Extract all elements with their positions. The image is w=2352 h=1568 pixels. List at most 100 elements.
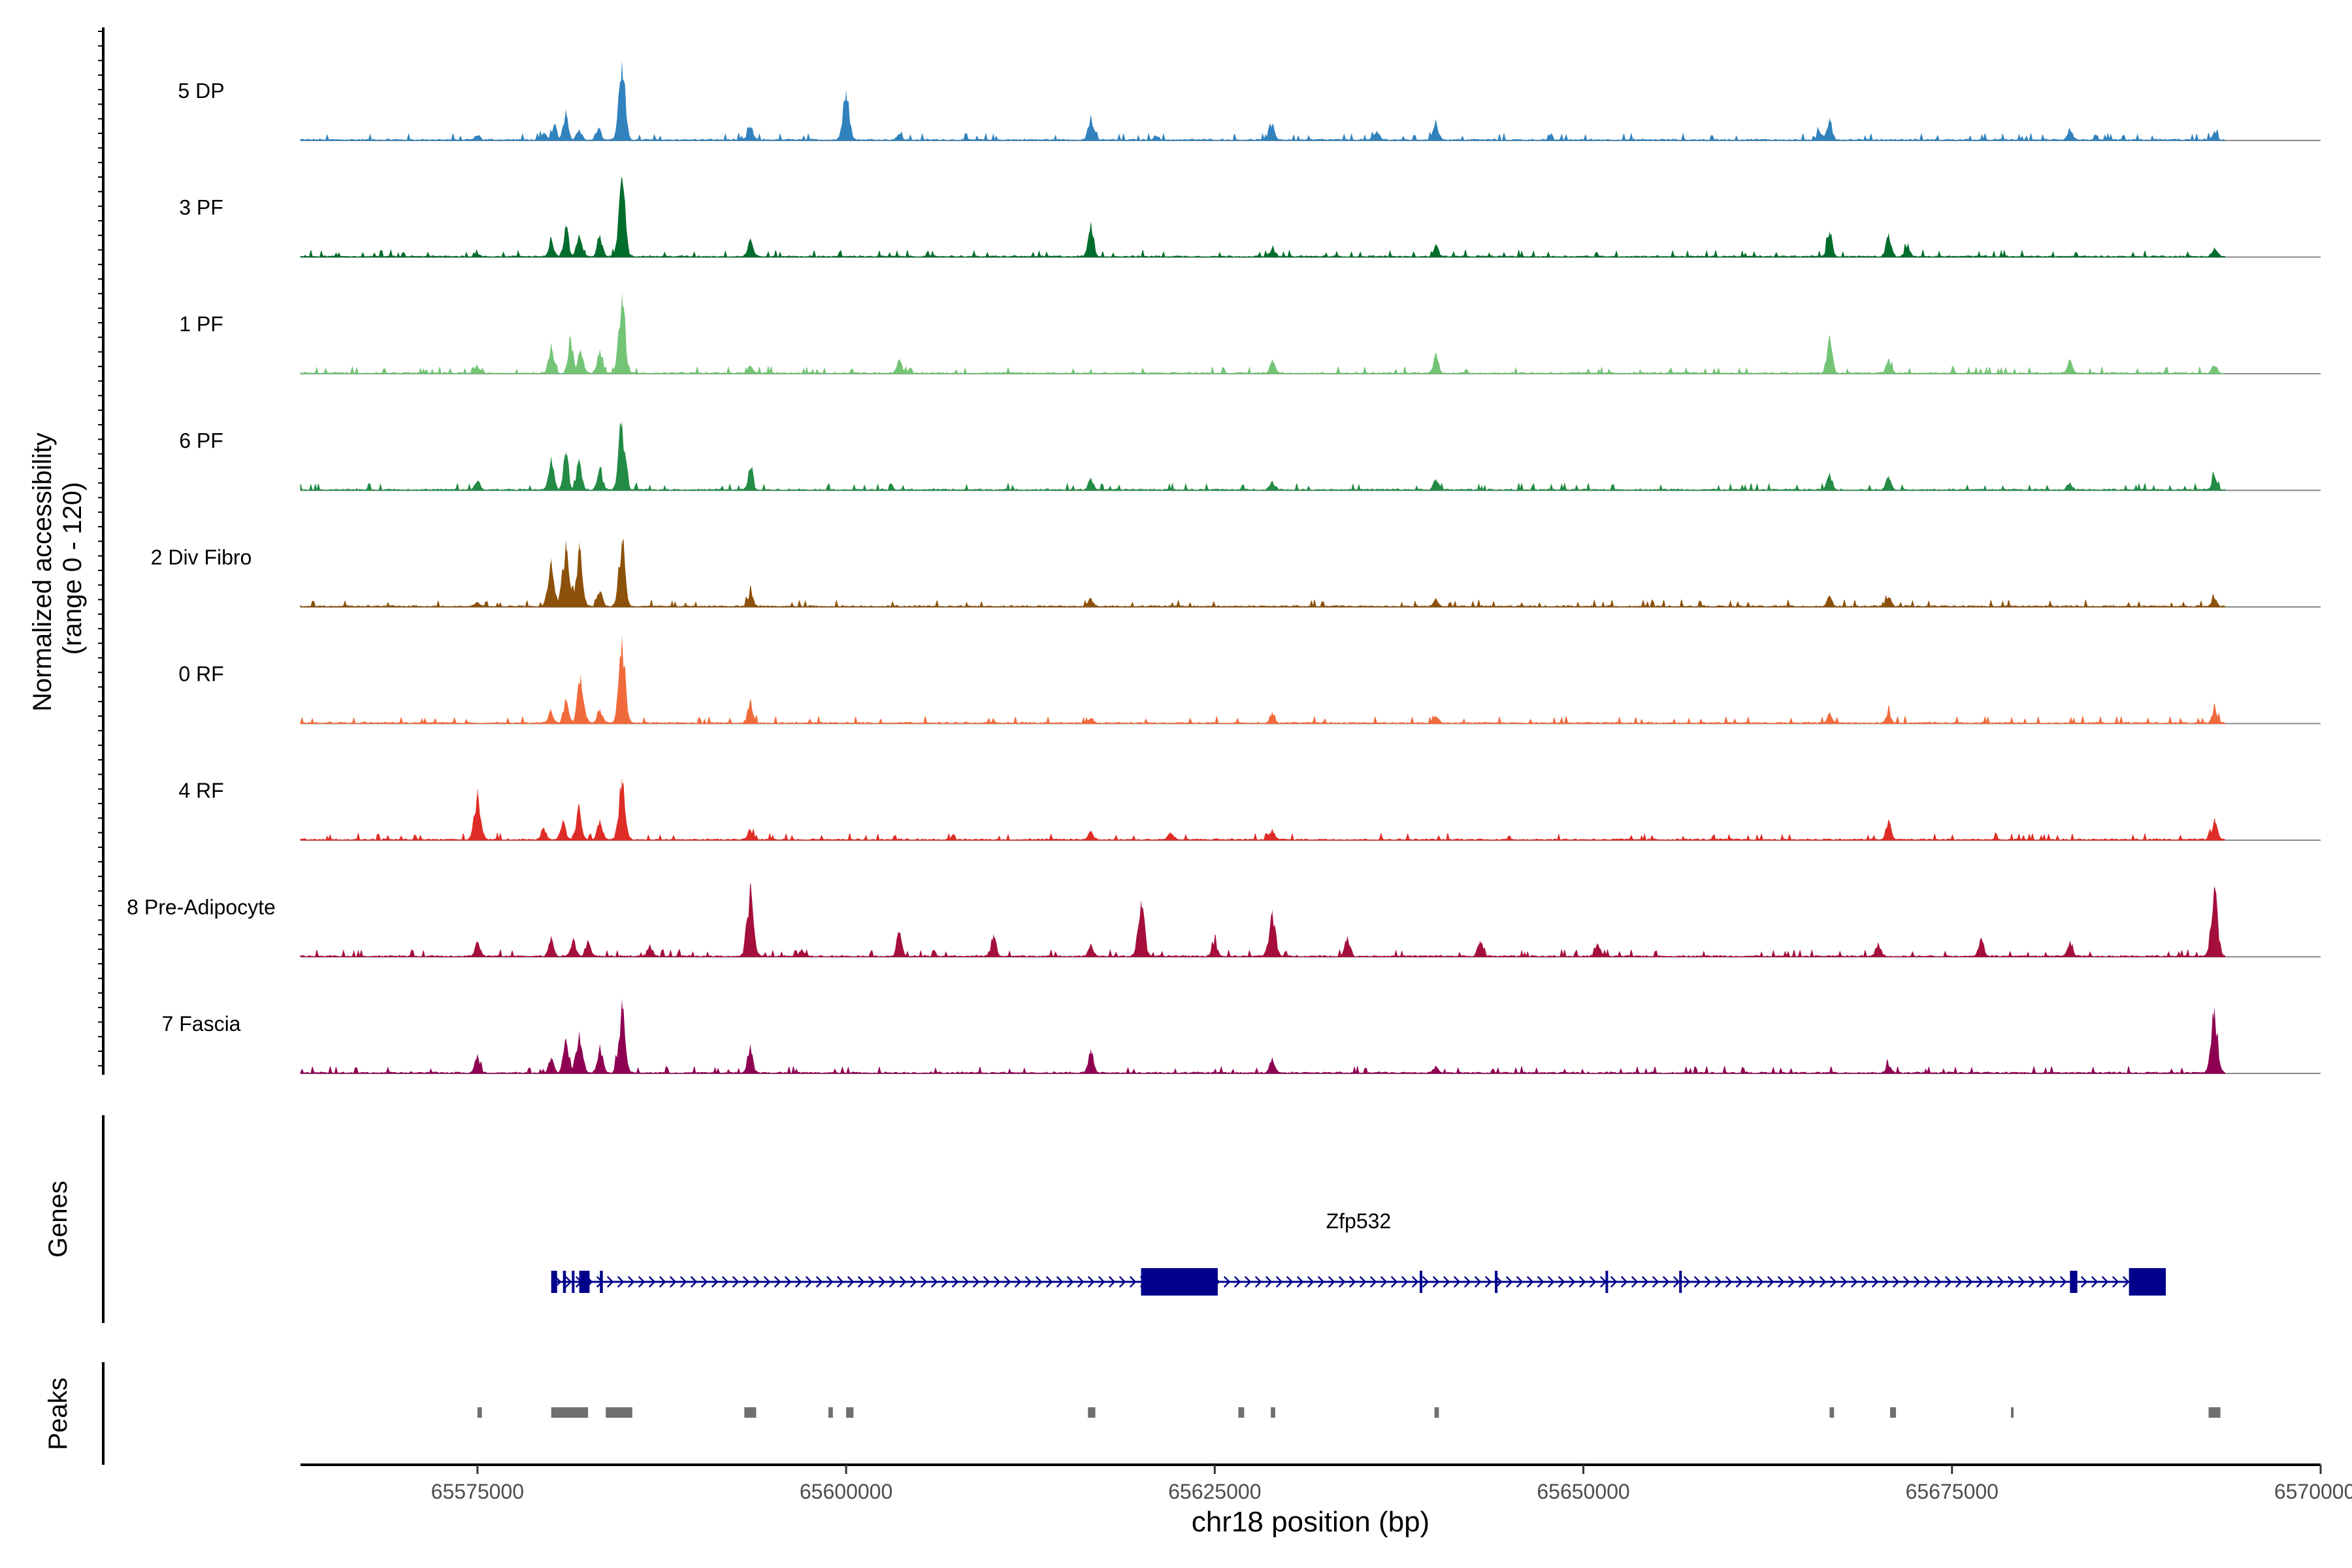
coverage-peak [618,292,626,374]
coverage-peak [473,602,482,607]
strand-arrow [1056,1276,1064,1288]
strand-arrow [1903,1276,1910,1288]
track-label: 5 DP [178,79,224,103]
coverage-peak [596,819,604,840]
strand-arrow [1338,1276,1346,1288]
coverage-peak [2066,940,2074,957]
strand-arrow [1871,1276,1879,1288]
strand-arrow [648,1276,656,1288]
coverage-peak [1884,476,1893,491]
coverage-peak [584,940,593,957]
coverage-peak [1268,247,1277,257]
strand-arrow [1662,1276,1670,1288]
gene-exon [1420,1271,1422,1293]
coverage-peak [594,127,602,140]
strand-arrow [1934,1276,1942,1288]
strand-arrow [1767,1276,1774,1288]
genes-track: Genes Zfp532 [44,1115,2166,1323]
strand-arrow [700,1276,708,1288]
coverage-peak [895,134,904,140]
strand-arrow [1976,1276,1984,1288]
coverage-peak [1268,480,1277,491]
coverage-area [300,656,2225,725]
coverage-area [300,177,2225,258]
strand-arrow [1516,1276,1524,1288]
strand-arrow [1369,1276,1377,1288]
coverage-peak [547,1057,555,1073]
coverage-peak [1431,119,1440,140]
strand-arrow [1798,1276,1806,1288]
track-6-pf: 6 PF [179,420,2321,491]
strand-arrow [1673,1276,1680,1288]
peak-region [606,1407,632,1418]
coverage-peak [989,934,998,957]
strand-arrow [1474,1276,1482,1288]
track-label: 2 Div Fibro [151,546,252,569]
coverage-peak [1825,118,1834,140]
strand-arrow [1098,1276,1105,1288]
strand-arrow [1380,1276,1388,1288]
strand-arrow [1997,1276,2004,1288]
strand-arrow [1537,1276,1544,1288]
track-7-fascia: 7 Fascia [162,998,2321,1075]
coverage-peak [1343,936,1352,957]
coverage-peak [540,827,548,840]
strand-arrow [962,1276,970,1288]
strand-arrow [1411,1276,1419,1288]
gene-model [551,1268,2166,1296]
strand-arrow [1788,1276,1795,1288]
strand-arrow [1944,1276,1952,1288]
coverage-peak [2210,1006,2219,1073]
coverage-peak [1086,221,1095,257]
coverage-peak [596,234,604,257]
strand-arrow [1307,1276,1315,1288]
track-label: 3 PF [179,196,223,220]
strand-arrow [2122,1276,2130,1288]
coverage-peak [1086,832,1095,840]
coverage-peak [547,237,555,257]
strand-arrow [1808,1276,1816,1288]
peak-regions [477,1407,2221,1418]
coverage-peak [1431,246,1440,257]
coverage-peak [746,365,755,374]
coverage-peak [547,710,555,724]
coverage-peak [562,109,570,140]
strand-arrow [2028,1276,2036,1288]
coverage-peak [547,558,555,607]
coverage-peak [1086,1049,1095,1073]
coverage-peak [596,591,604,607]
gene-exon [572,1271,575,1293]
coverage-peak [1815,132,1823,140]
peak-region [1434,1407,1439,1418]
coverage-peak [575,1031,583,1073]
strand-arrow [1004,1276,1011,1288]
track-3-pf: 3 PF [179,175,2321,258]
coverage-peak [1268,1057,1277,1073]
strand-arrow [1014,1276,1022,1288]
strand-arrow [2049,1276,2057,1288]
gene-exon [1605,1271,1609,1293]
coverage-peak [2210,476,2219,491]
strand-arrow [1631,1276,1639,1288]
strand-arrow [742,1276,750,1288]
strand-arrow [972,1276,980,1288]
coverage-peak [1476,940,1484,957]
coverage-area [300,884,2225,958]
coverage-peak [473,135,482,140]
strand-arrow [1965,1276,1973,1288]
track-label: 4 RF [178,779,223,802]
coverage-peak [1431,715,1440,724]
strand-arrow [669,1276,677,1288]
coverage-peak [746,828,755,840]
coverage-peak [1086,477,1095,491]
strand-arrow [1505,1276,1513,1288]
coverage-area [300,423,2225,491]
strand-arrow [1484,1276,1492,1288]
coverage-peak [1431,479,1440,491]
coverage-peak [2210,600,2219,607]
x-tick-label: 65600000 [800,1480,892,1503]
genes-label: Genes [44,1181,73,1258]
strand-arrow [606,1276,614,1288]
coverage-peak [746,239,755,257]
